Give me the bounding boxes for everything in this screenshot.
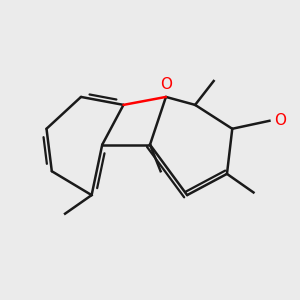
Text: O: O [274,113,286,128]
Text: O: O [160,76,172,92]
